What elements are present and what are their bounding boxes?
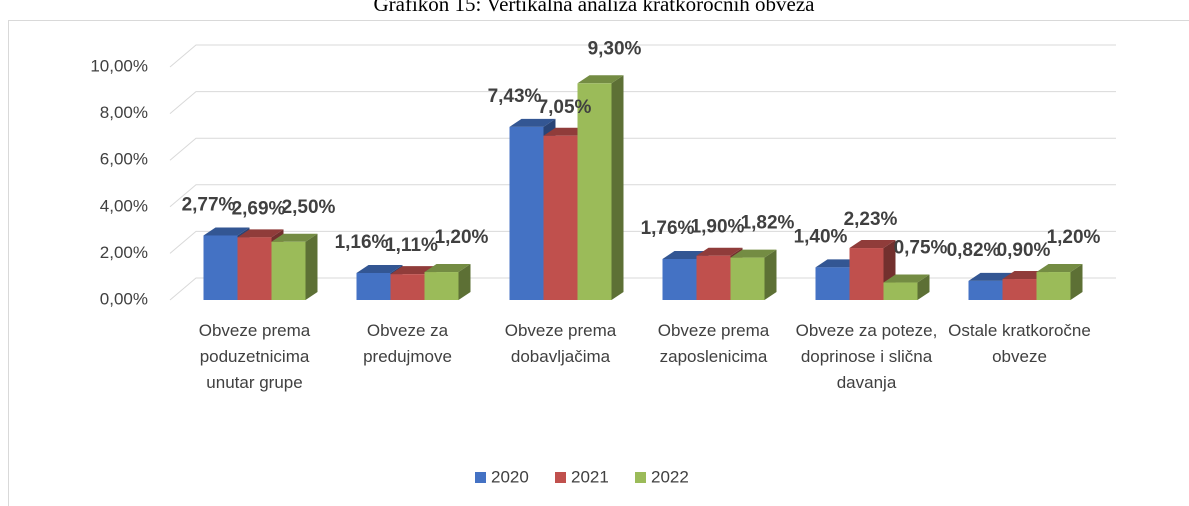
bar-face (543, 135, 578, 300)
bar-face (849, 240, 896, 249)
bar-face (1036, 272, 1071, 300)
bar-face (696, 255, 731, 300)
bar (577, 75, 624, 300)
bar-face (577, 75, 624, 84)
bar (849, 240, 896, 300)
bar-face (356, 272, 391, 300)
y-tick-label: 4,00% (100, 196, 148, 215)
bar-face (917, 274, 930, 300)
bar-face (730, 249, 777, 258)
bar-face (458, 264, 471, 300)
bar-face (730, 257, 765, 300)
data-label: 2,69% (232, 198, 286, 219)
bar (271, 233, 318, 300)
grid-line (169, 184, 1116, 208)
bar-face (509, 118, 556, 127)
legend-swatch (635, 472, 646, 483)
x-tick-label: Obveze prema zaposlenicima (657, 321, 770, 366)
x-tick-label: Obveze za predujmove (363, 321, 452, 366)
data-label: 0,82% (947, 240, 1001, 261)
bar (424, 264, 471, 300)
y-tick-label: 0,00% (100, 289, 148, 308)
grid-line (169, 277, 1116, 301)
bar (883, 274, 930, 300)
legend-label: 2022 (651, 467, 689, 486)
bar-face (390, 274, 425, 300)
y-tick-label: 8,00% (100, 103, 148, 122)
bar-face (424, 264, 471, 273)
bar-face (237, 237, 272, 300)
data-label: 1,16% (335, 232, 389, 253)
bar-face (237, 229, 284, 238)
bar-face (203, 227, 250, 236)
grid-line (169, 44, 1116, 68)
bar-face (815, 267, 850, 300)
bar-face (577, 83, 612, 300)
grid-line (169, 230, 1116, 254)
bar-face (271, 241, 306, 300)
bar (1036, 264, 1083, 300)
bar-face (662, 258, 697, 300)
bar-face (696, 247, 743, 256)
y-tick-label: 6,00% (100, 150, 148, 169)
data-label: 7,05% (538, 97, 592, 118)
bar-face (424, 272, 459, 300)
data-label: 1,76% (641, 218, 695, 239)
data-label: 0,75% (894, 238, 948, 259)
bar-face (271, 233, 318, 242)
bar-face (1002, 279, 1037, 300)
bar-face (356, 264, 403, 273)
bar-face (509, 126, 544, 300)
bar-face (883, 282, 918, 300)
data-label: 2,50% (282, 197, 336, 218)
grid-line (169, 137, 1116, 161)
bar (730, 249, 777, 300)
data-label: 0,90% (997, 240, 1051, 261)
chart-title: Grafikon 15: Vertikalna analiza kratkoro… (373, 0, 815, 16)
legend-label: 2021 (571, 467, 609, 486)
data-label: 1,82% (741, 213, 795, 234)
bar-face (1036, 264, 1083, 273)
data-label: 1,90% (691, 217, 745, 238)
data-label: 2,23% (844, 209, 898, 230)
x-tick-label: Obveze prema poduzetnicima unutar grupe (198, 321, 311, 392)
data-label: 9,30% (588, 38, 642, 59)
bar-face (203, 235, 238, 300)
grid-line (169, 91, 1116, 114)
x-tick-label: Ostale kratkoročne obveze (948, 321, 1091, 366)
data-label: 1,20% (435, 227, 489, 248)
chart-border (8, 20, 1189, 506)
bar-face (611, 75, 624, 300)
bar-face (1070, 264, 1083, 300)
x-tick-label: Obveze za poteze, doprinose i slična dav… (795, 321, 938, 392)
data-label: 1,11% (385, 235, 438, 256)
data-label: 7,43% (488, 86, 542, 107)
bar-face (968, 280, 1003, 300)
x-tick-label: Obveze prema dobavljačima (504, 321, 617, 366)
data-label: 2,77% (182, 194, 236, 215)
bar-face (849, 248, 884, 300)
bar-face (883, 274, 930, 283)
y-tick-label: 2,00% (100, 243, 148, 262)
legend-swatch (555, 472, 566, 483)
legend-label: 2020 (491, 467, 529, 486)
legend-swatch (475, 472, 486, 483)
bar-face (305, 233, 318, 300)
y-tick-label: 10,00% (90, 56, 148, 75)
bar-face (764, 249, 777, 300)
data-label: 1,20% (1047, 227, 1101, 248)
data-label: 1,40% (794, 226, 848, 247)
